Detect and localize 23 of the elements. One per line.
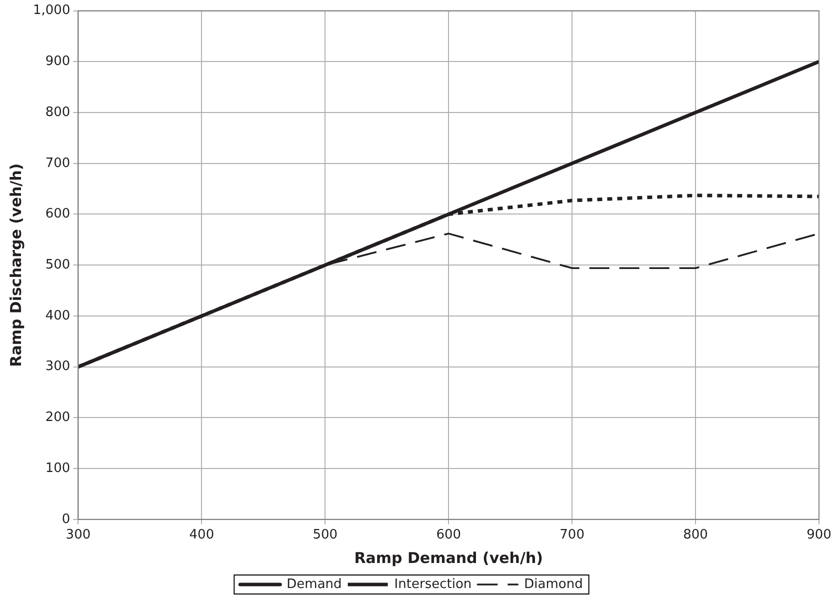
x-tick-label: 700	[560, 528, 584, 543]
y-tick-label: 300	[45, 359, 70, 374]
legend-label: Intersection	[394, 576, 472, 592]
y-tick-label: 0	[62, 512, 70, 527]
y-tick-label: 1,000	[33, 3, 70, 18]
y-tick-label: 800	[45, 104, 70, 120]
x-tick-label: 500	[312, 528, 338, 543]
legend-label: Diamond	[524, 576, 583, 592]
legend-label: Demand	[286, 576, 342, 592]
y-tick-label: 200	[45, 410, 70, 426]
y-tick-label: 500	[45, 257, 70, 272]
y-tick-label: 600	[45, 206, 70, 222]
y-axis-title: Ramp Discharge (veh/h)	[6, 163, 25, 367]
x-tick-label: 600	[436, 528, 462, 543]
x-tick-label: 900	[806, 528, 832, 543]
y-tick-label: 700	[45, 156, 70, 171]
x-tick-label: 400	[189, 528, 214, 543]
y-tick-label: 400	[45, 308, 70, 324]
x-axis-title: Ramp Demand (veh/h)	[354, 548, 543, 567]
x-tick-label: 300	[66, 528, 91, 543]
y-tick-label: 900	[45, 54, 70, 70]
x-tick-label: 800	[683, 528, 708, 543]
y-tick-label: 100	[45, 460, 70, 476]
